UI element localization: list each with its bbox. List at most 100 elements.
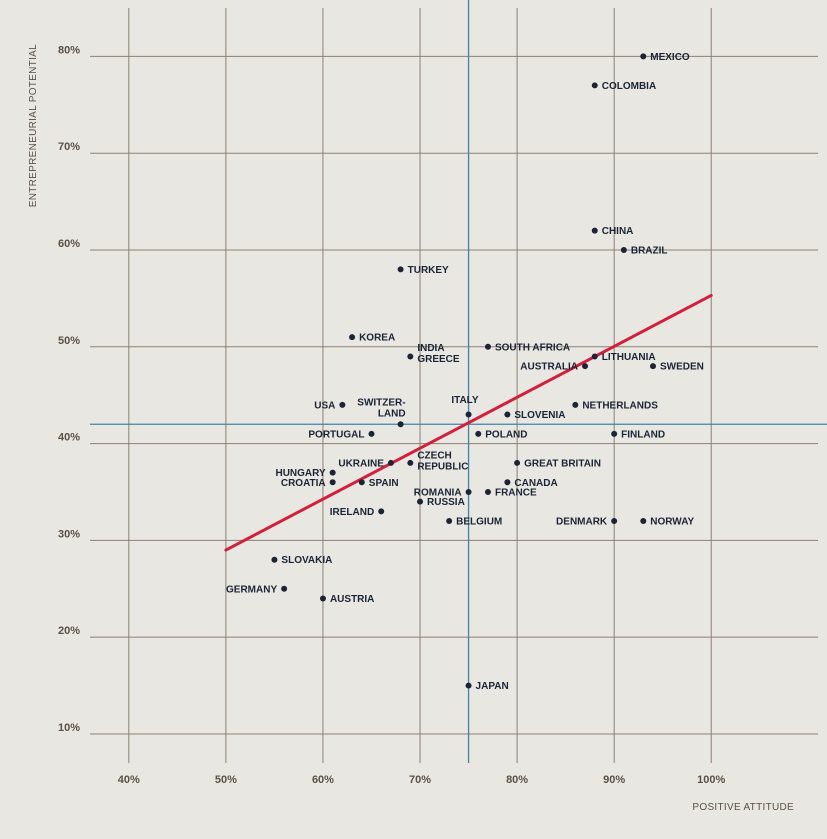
data-point: SPAIN: [358, 478, 399, 489]
point-marker: [465, 488, 472, 495]
point-label: IRELAND: [330, 507, 374, 518]
point-marker: [504, 479, 511, 486]
y-tick-label: 30%: [58, 528, 80, 540]
data-point: USA: [314, 400, 346, 411]
point-marker: [329, 479, 336, 486]
data-point: POLAND: [475, 429, 528, 440]
x-tick-label: 100%: [697, 774, 725, 786]
x-axis-title: POSITIVE ATTITUDE: [692, 802, 794, 813]
point-label: AUSTRALIA: [520, 362, 578, 373]
data-point: TURKEY: [397, 265, 449, 276]
trend-line-group: [224, 293, 713, 552]
point-label: SOUTH AFRICA: [495, 342, 570, 353]
data-point: SLOVENIA: [504, 410, 566, 421]
point-marker: [591, 82, 598, 89]
point-marker: [319, 595, 326, 602]
data-point: CHINA: [591, 226, 634, 237]
point-label: BRAZIL: [631, 245, 668, 256]
point-label: NETHERLANDS: [582, 400, 658, 411]
data-point: AUSTRIA: [319, 594, 374, 605]
point-label: TURKEY: [408, 265, 449, 276]
point-marker: [329, 469, 336, 476]
data-point: HUNGARY: [275, 468, 336, 479]
point-marker: [407, 353, 414, 360]
point-marker: [514, 459, 521, 466]
point-marker: [271, 556, 278, 563]
data-points: MEXICO COLOMBIA CHINA BRAZIL TURKEY KOREA INDI…: [226, 52, 704, 692]
point-marker: [640, 518, 647, 525]
point-label: INDIA: [417, 343, 444, 354]
point-marker: [582, 363, 589, 370]
x-tick-label: 80%: [506, 774, 528, 786]
point-marker: [368, 430, 375, 437]
point-label: SPAIN: [369, 478, 399, 489]
x-tick-label: 90%: [603, 774, 625, 786]
point-label: UKRAINE: [338, 458, 384, 469]
data-point: DENMARK: [556, 517, 618, 528]
point-marker: [358, 479, 365, 486]
point-label: SWITZER-: [357, 398, 405, 409]
point-label: USA: [314, 400, 335, 411]
point-marker: [640, 53, 647, 60]
point-label: SLOVAKIA: [281, 555, 332, 566]
data-point: FRANCE: [484, 487, 537, 498]
point-marker: [407, 459, 414, 466]
point-label: BELGIUM: [456, 517, 502, 528]
point-label: MEXICO: [650, 52, 690, 63]
point-marker: [349, 334, 356, 341]
point-marker: [475, 430, 482, 437]
point-label: JAPAN: [476, 681, 509, 692]
point-marker: [620, 246, 627, 253]
grid-lines: [90, 8, 818, 763]
point-marker: [649, 363, 656, 370]
data-point: ROMANIA: [414, 487, 472, 498]
reference-lines: [90, 0, 827, 763]
point-marker: [484, 488, 491, 495]
point-label: FRANCE: [495, 487, 537, 498]
data-point: AUSTRALIA: [520, 362, 589, 373]
point-label: DENMARK: [556, 517, 608, 528]
point-label: NORWAY: [650, 517, 694, 528]
y-tick-label: 70%: [58, 141, 80, 153]
point-label: AUSTRIA: [330, 594, 374, 605]
point-label: KOREA: [359, 333, 395, 344]
point-label: GREAT BRITAIN: [524, 458, 601, 469]
data-point: NORWAY: [640, 517, 695, 528]
point-label: CZECH: [417, 450, 451, 461]
point-label: CHINA: [602, 226, 634, 237]
point-label: CROATIA: [281, 478, 326, 489]
y-tick-label: 60%: [58, 238, 80, 250]
data-point: IRELAND: [330, 507, 385, 518]
x-tick-label: 60%: [312, 774, 334, 786]
point-marker: [611, 430, 618, 437]
data-point: MEXICO: [640, 52, 690, 63]
data-point: BRAZIL: [620, 245, 668, 256]
point-marker: [484, 343, 491, 350]
point-marker: [339, 401, 346, 408]
point-label: SLOVENIA: [514, 410, 565, 421]
data-point: CANADA: [504, 478, 558, 489]
data-point: COLOMBIA: [591, 81, 656, 92]
point-marker: [378, 508, 385, 515]
point-marker: [591, 227, 598, 234]
point-label-line2: LAND: [378, 409, 406, 420]
data-point: BELGIUM: [446, 517, 502, 528]
data-point: SOUTH AFRICA: [484, 342, 570, 353]
data-point: CROATIA: [281, 478, 336, 489]
data-point: PORTUGAL: [308, 429, 375, 440]
point-marker: [611, 518, 618, 525]
data-point: RUSSIA: [417, 497, 465, 508]
point-marker: [281, 585, 288, 592]
point-marker: [572, 401, 579, 408]
point-marker: [446, 518, 453, 525]
data-point: LITHUANIA: [591, 352, 656, 363]
point-label-line2: REPUBLIC: [417, 461, 468, 472]
y-tick-label: 40%: [58, 432, 80, 444]
data-point: SWITZER-LAND: [357, 398, 406, 428]
data-point: ITALY: [451, 395, 479, 418]
point-label: FINLAND: [621, 429, 665, 440]
point-marker: [397, 266, 404, 273]
data-point: FINLAND: [611, 429, 665, 440]
